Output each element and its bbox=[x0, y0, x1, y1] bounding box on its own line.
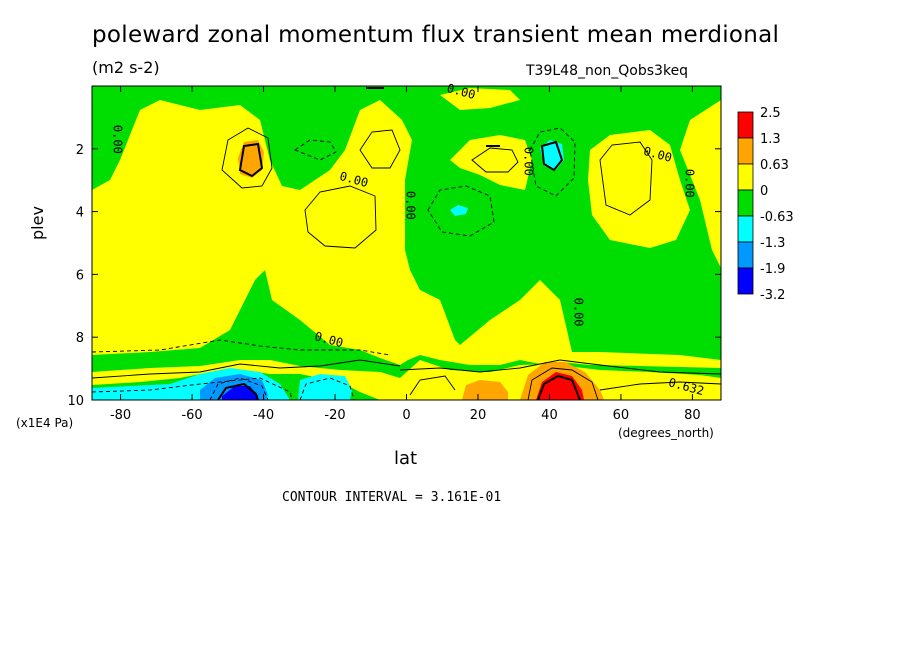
colorbar-label: -1.3 bbox=[760, 236, 785, 251]
contour-line bbox=[529, 127, 576, 197]
fill-positive-orange-south bbox=[238, 140, 264, 178]
colorbar-swatch bbox=[737, 215, 754, 243]
contour-line bbox=[238, 142, 264, 178]
x-tick-label: -80 bbox=[110, 408, 131, 423]
y-axis-ticks: 2 4 6 8 10 bbox=[67, 143, 721, 409]
y-axis-units: (x1E4 Pa) bbox=[16, 416, 74, 430]
plot-area bbox=[92, 86, 721, 400]
contour-line bbox=[599, 141, 653, 216]
contour-lines-negative bbox=[92, 127, 576, 400]
contour-label: 0.00 bbox=[571, 298, 585, 327]
contour-line bbox=[92, 359, 401, 379]
x-tick-label: -60 bbox=[181, 408, 202, 423]
colorbar-swatch bbox=[737, 267, 754, 295]
colorbar-swatch bbox=[737, 137, 754, 165]
colorbar-label: -1.9 bbox=[760, 262, 785, 277]
contour-line bbox=[527, 367, 599, 400]
contour-interval-note: CONTOUR INTERVAL = 3.161E-01 bbox=[282, 490, 502, 505]
colorbar-label: 0.63 bbox=[760, 158, 789, 173]
contour-line bbox=[409, 375, 456, 396]
x-tick-label: 0 bbox=[402, 408, 410, 423]
contour-line bbox=[217, 382, 259, 400]
colorbar-label: -3.2 bbox=[760, 288, 785, 303]
fill-negative-darkblue-south bbox=[222, 386, 258, 400]
contour-line bbox=[599, 381, 721, 391]
colorbar-swatch bbox=[737, 163, 754, 191]
fill-positive-top-center bbox=[440, 88, 520, 110]
contour-line bbox=[471, 147, 519, 173]
contour-line bbox=[92, 377, 293, 400]
y-axis-label: plev bbox=[28, 206, 47, 240]
run-id: T39L48_non_Qobs3keq bbox=[526, 63, 689, 79]
y-tick-label: 2 bbox=[76, 143, 84, 158]
fill-positive-upper-center bbox=[450, 135, 532, 190]
chart-title: poleward zonal momentum flux transient m… bbox=[92, 22, 780, 48]
y-tick-label: 10 bbox=[67, 394, 84, 409]
fill-negative-cyan-south2 bbox=[298, 374, 352, 400]
colorbar-label: -0.63 bbox=[760, 210, 794, 225]
y-tick-label: 8 bbox=[76, 331, 84, 346]
fill-negative-cyan-north2 bbox=[450, 205, 468, 216]
x-tick-label: -20 bbox=[324, 408, 345, 423]
contour-line bbox=[359, 129, 401, 169]
x-axis-units: (degrees_north) bbox=[618, 426, 714, 440]
contour-line bbox=[399, 359, 721, 375]
fill-positive-upper-south bbox=[92, 110, 395, 350]
contour-line bbox=[221, 127, 273, 189]
x-axis-ticks: -80 -60 -40 -20 0 20 40 60 80 bbox=[110, 86, 701, 423]
contour-label: 0.00 bbox=[110, 125, 124, 154]
x-tick-label: 40 bbox=[541, 408, 558, 423]
contour-line bbox=[540, 140, 564, 172]
fill-positive-orange-20 bbox=[462, 380, 508, 400]
colorbar-swatch bbox=[737, 111, 754, 139]
colorbar-swatch bbox=[737, 241, 754, 269]
contour-line bbox=[537, 374, 581, 400]
contour-lines-extremes bbox=[217, 87, 581, 400]
contour-line bbox=[304, 185, 377, 249]
contour-label: 0.00 bbox=[521, 147, 535, 176]
colorbar-label: 2.5 bbox=[760, 106, 781, 121]
fill-positive-band-north bbox=[402, 375, 430, 400]
colorbar: 2.5 1.3 0.63 0 -0.63 -1.3 -1.9 -3.2 bbox=[737, 106, 794, 303]
y-tick-label: 4 bbox=[76, 206, 84, 221]
colorbar-swatch bbox=[737, 189, 754, 217]
contour-line bbox=[294, 139, 337, 161]
chart-units: (m2 s-2) bbox=[92, 58, 160, 77]
colorbar-label: 1.3 bbox=[760, 132, 781, 147]
fill-negative-upper-region bbox=[92, 86, 721, 360]
contour-lines bbox=[92, 127, 721, 400]
x-tick-label: 60 bbox=[613, 408, 630, 423]
contour-line bbox=[92, 339, 391, 356]
y-tick-label: 6 bbox=[76, 268, 84, 283]
contour-label: 0.00 bbox=[682, 169, 696, 198]
x-tick-label: 20 bbox=[470, 408, 487, 423]
colorbar-label: 0 bbox=[760, 184, 768, 199]
x-tick-label: 80 bbox=[684, 408, 701, 423]
x-axis-label: lat bbox=[394, 448, 418, 469]
fill-positive-upper-right bbox=[588, 130, 690, 248]
contour-label: 0.00 bbox=[404, 191, 418, 220]
x-tick-label: -40 bbox=[253, 408, 274, 423]
